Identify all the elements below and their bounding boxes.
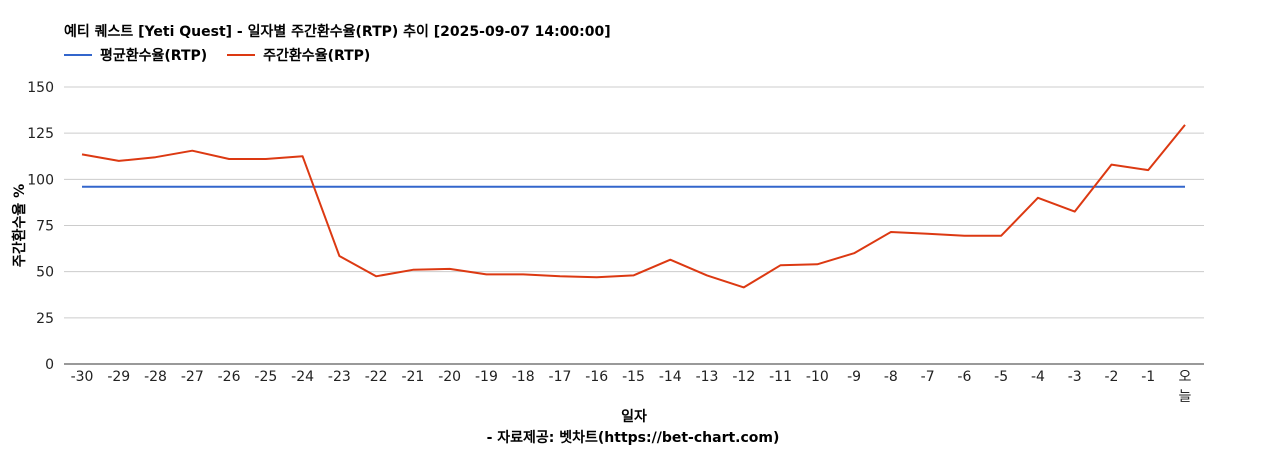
x-tick-label: -3 <box>1068 369 1082 385</box>
series-line-weekly <box>81 124 1186 289</box>
y-tick-label: 150 <box>27 80 54 96</box>
y-tick-label: 0 <box>45 357 54 373</box>
x-tick-label: -24 <box>291 369 314 385</box>
x-tick-label: -28 <box>144 369 167 385</box>
y-tick-label: 50 <box>36 265 54 281</box>
legend-label-average: 평균환수율(RTP) <box>100 48 208 64</box>
x-tick-label: -26 <box>218 369 241 385</box>
legend-item-average[interactable]: 평균환수율(RTP) <box>64 45 207 65</box>
x-tick-label: -13 <box>696 369 719 385</box>
x-tick-label: -16 <box>585 369 608 385</box>
gridlines <box>64 86 1204 319</box>
x-tick-label: -5 <box>994 369 1008 385</box>
x-tick-label: -15 <box>622 369 645 385</box>
x-tick-label: -2 <box>1104 369 1118 385</box>
x-tick-label: -12 <box>732 369 755 385</box>
x-tick-label: -11 <box>769 369 792 385</box>
x-tick-label: -7 <box>921 369 935 385</box>
x-tick-label: -23 <box>328 369 351 385</box>
x-tick-label: -18 <box>512 369 535 385</box>
y-tick-label: 100 <box>27 172 54 188</box>
x-tick-label: -10 <box>806 369 829 385</box>
x-tick-label: -27 <box>181 369 204 385</box>
x-axis-label: 일자 <box>621 409 647 425</box>
x-tick-label: -17 <box>549 369 572 385</box>
x-tick-label: -22 <box>365 369 388 385</box>
x-tick-label: -6 <box>957 369 971 385</box>
x-tick-label: -4 <box>1031 369 1045 385</box>
series-lines <box>81 124 1186 289</box>
legend: 평균환수율(RTP) 주간환수율(RTP) <box>64 46 390 64</box>
chart-title: 예티 퀘스트 [Yeti Quest] - 일자별 주간환수율(RTP) 추이 … <box>64 24 611 40</box>
legend-item-weekly[interactable]: 주간환수율(RTP) <box>227 45 370 65</box>
x-tick-label: -19 <box>475 369 498 385</box>
x-tick-label: -8 <box>884 369 898 385</box>
legend-label-weekly: 주간환수율(RTP) <box>263 48 371 64</box>
source-note: - 자료제공: 벳차트(https://bet-chart.com) <box>487 429 780 446</box>
x-tick-label: -21 <box>401 369 424 385</box>
x-tick-label: -14 <box>659 369 682 385</box>
x-tick-label: -1 <box>1141 369 1155 385</box>
x-tick-labels: -30 -29 -28 -27 -26 -25 -24 -23 -22 -21 -20 -19 -18-… <box>71 369 1192 405</box>
x-tick-label: -29 <box>107 369 130 385</box>
legend-swatch-average <box>64 54 92 56</box>
y-axis-label: 주간환수율 % <box>11 184 28 267</box>
x-tick-label: -30 <box>71 369 94 385</box>
x-tick-label: -25 <box>254 369 277 385</box>
legend-swatch-weekly <box>227 54 256 56</box>
y-tick-label: 125 <box>27 126 54 142</box>
x-tick-label: -20 <box>438 369 461 385</box>
y-tick-label: 25 <box>36 311 54 327</box>
x-tick-label: -9 <box>847 369 861 385</box>
y-tick-labels: 0 25 50 75 100 125 150 <box>27 80 54 373</box>
y-tick-label: 75 <box>36 219 54 235</box>
